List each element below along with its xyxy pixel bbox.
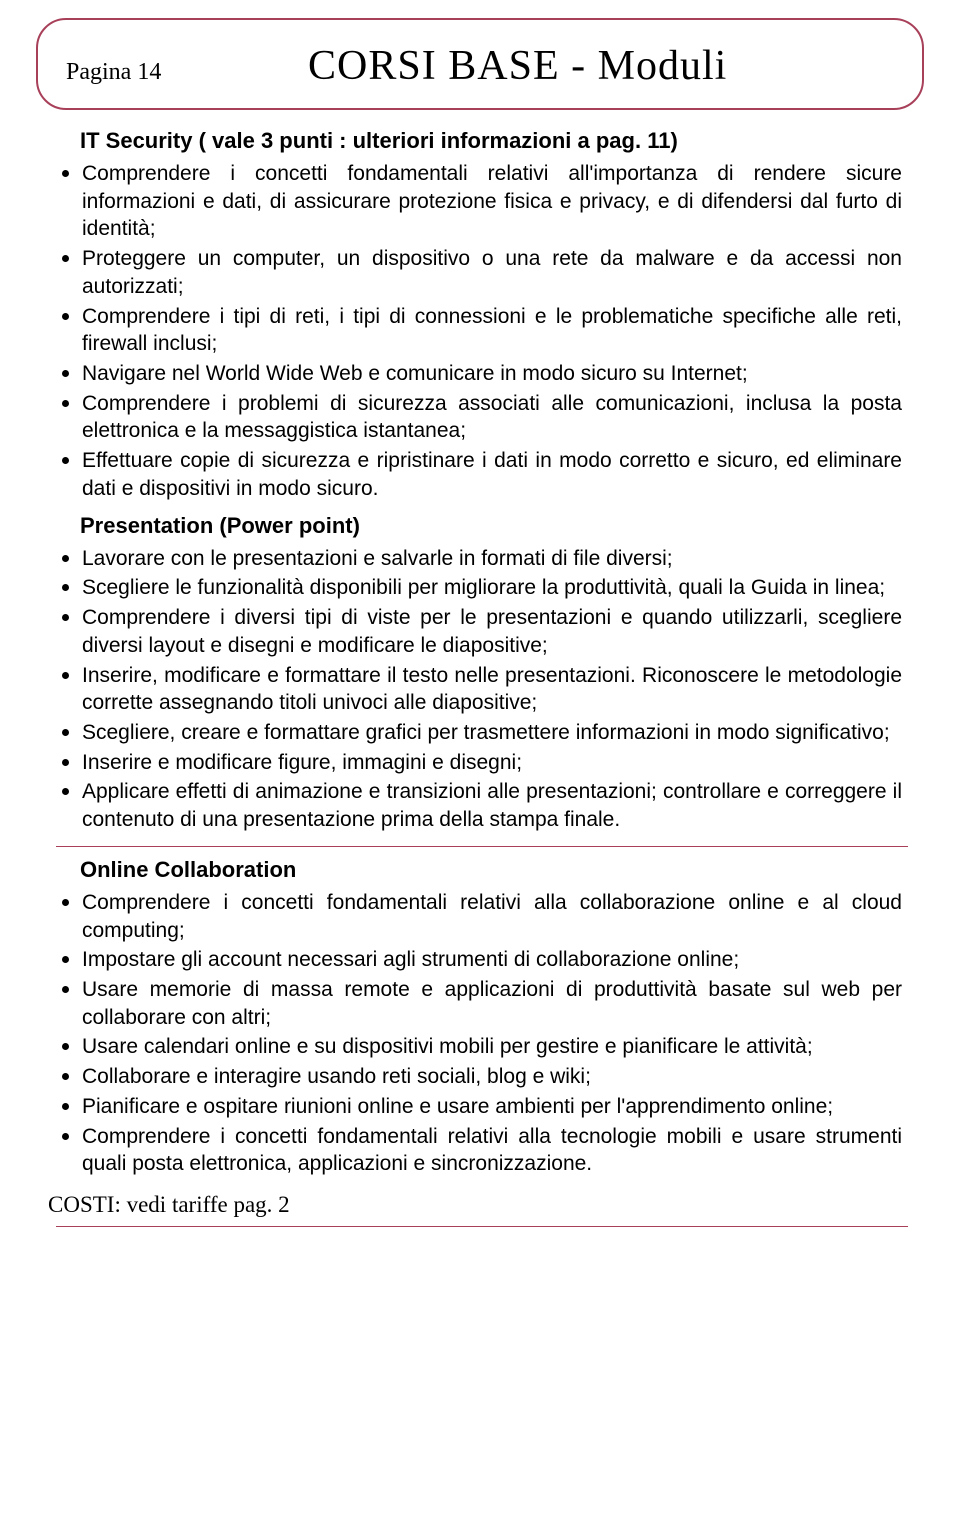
section1-list: Comprendere i concetti fondamentali rela… [62,160,902,503]
list-item: Impostare gli account necessari agli str… [62,946,902,974]
section1-title: IT Security ( vale 3 punti : ulteriori i… [62,128,902,154]
list-item: Collaborare e interagire usando reti soc… [62,1063,902,1091]
list-item: Effettuare copie di sicurezza e ripristi… [62,447,902,502]
divider [56,846,908,847]
list-item: Pianificare e ospitare riunioni online e… [62,1093,902,1121]
list-item: Scegliere le funzionalità disponibili pe… [62,574,902,602]
section2-list: Lavorare con le presentazioni e salvarle… [62,545,902,834]
list-item: Comprendere i concetti fondamentali rela… [62,160,902,243]
list-item: Comprendere i diversi tipi di viste per … [62,604,902,659]
bottom-divider [56,1226,908,1227]
section3-list: Comprendere i concetti fondamentali rela… [62,889,902,1178]
list-item: Applicare effetti di animazione e transi… [62,778,902,833]
list-item: Lavorare con le presentazioni e salvarle… [62,545,902,573]
content: IT Security ( vale 3 punti : ulteriori i… [28,128,932,1227]
list-item: Navigare nel World Wide Web e comunicare… [62,360,902,388]
costi-label: COSTI: vedi tariffe pag. 2 [48,1192,902,1218]
list-item: Usare memorie di massa remote e applicaz… [62,976,902,1031]
section3-title: Online Collaboration [80,857,902,883]
list-item: Comprendere i tipi di reti, i tipi di co… [62,303,902,358]
list-item: Comprendere i problemi di sicurezza asso… [62,390,902,445]
header-title: CORSI BASE - Moduli [141,42,894,90]
list-item: Usare calendari online e su dispositivi … [62,1033,902,1061]
list-item: Inserire e modificare figure, immagini e… [62,749,902,777]
list-item: Inserire, modificare e formattare il tes… [62,662,902,717]
list-item: Proteggere un computer, un dispositivo o… [62,245,902,300]
section2-title: Presentation (Power point) [80,513,902,539]
header-box: Pagina 14 CORSI BASE - Moduli [36,18,924,110]
list-item: Comprendere i concetti fondamentali rela… [62,889,902,944]
list-item: Scegliere, creare e formattare grafici p… [62,719,902,747]
list-item: Comprendere i concetti fondamentali rela… [62,1123,902,1178]
